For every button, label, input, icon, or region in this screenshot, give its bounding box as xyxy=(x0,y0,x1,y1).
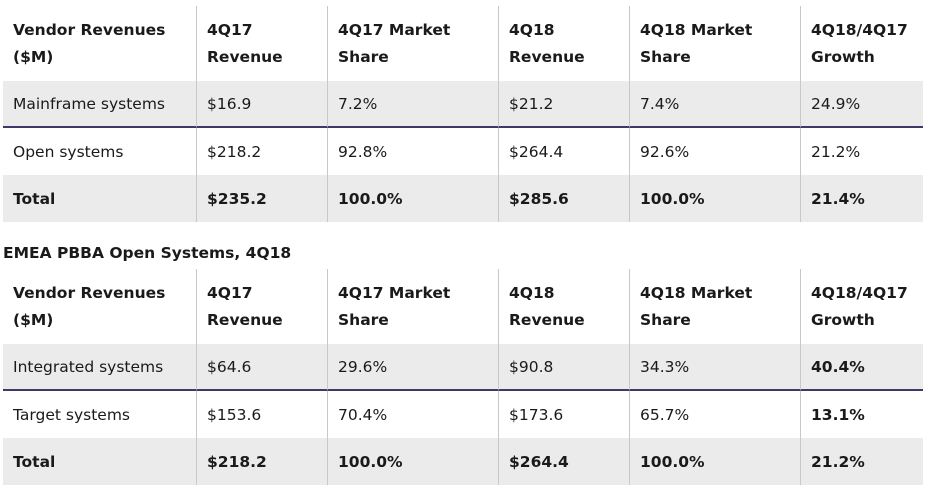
total-cell: $218.2 xyxy=(197,438,328,485)
table-cell: 92.8% xyxy=(328,128,499,175)
table-cell: 21.2% xyxy=(801,128,923,175)
table-cell: 70.4% xyxy=(328,391,499,438)
table-cell: 40.4% xyxy=(801,344,923,391)
header-4q18-revenue: 4Q18 Revenue xyxy=(499,6,630,81)
total-cell: Total xyxy=(3,438,197,485)
table-cell: Mainframe systems xyxy=(3,81,197,128)
table-cell: 7.2% xyxy=(328,81,499,128)
table-cell: 29.6% xyxy=(328,344,499,391)
header-4q18-market-share: 4Q18 Market Share xyxy=(630,6,801,81)
table-cell: $64.6 xyxy=(197,344,328,391)
table-cell: 92.6% xyxy=(630,128,801,175)
table-cell: 24.9% xyxy=(801,81,923,128)
table-cell: 13.1% xyxy=(801,391,923,438)
total-cell: 100.0% xyxy=(328,438,499,485)
table-cell: 34.3% xyxy=(630,344,801,391)
table-caption: EMEA PBBA Open Systems, 4Q18 xyxy=(3,244,292,262)
total-cell: 100.0% xyxy=(328,175,499,222)
table-cell: $264.4 xyxy=(499,128,630,175)
table-cell: $21.2 xyxy=(499,81,630,128)
table-cell: Open systems xyxy=(3,128,197,175)
header-vendor-revenues: Vendor Revenues ($M) xyxy=(3,6,197,81)
total-cell: 100.0% xyxy=(630,175,801,222)
table-cell: 7.4% xyxy=(630,81,801,128)
table-cell: $16.9 xyxy=(197,81,328,128)
total-cell: $235.2 xyxy=(197,175,328,222)
header-4q18-market-share: 4Q18 Market Share xyxy=(630,269,801,344)
total-cell: 21.4% xyxy=(801,175,923,222)
table-cell: $90.8 xyxy=(499,344,630,391)
total-cell: 100.0% xyxy=(630,438,801,485)
header-4q17-market-share: 4Q17 Market Share xyxy=(328,269,499,344)
header-4q17-revenue: 4Q17 Revenue xyxy=(197,6,328,81)
table-cell: $173.6 xyxy=(499,391,630,438)
header-growth: 4Q18/4Q17 Growth xyxy=(801,269,923,344)
table-cell: Target systems xyxy=(3,391,197,438)
header-4q17-revenue: 4Q17 Revenue xyxy=(197,269,328,344)
table-cell: $153.6 xyxy=(197,391,328,438)
revenue-table-2: Vendor Revenues ($M) 4Q17 Revenue 4Q17 Mar… xyxy=(3,269,923,485)
header-4q18-revenue: 4Q18 Revenue xyxy=(499,269,630,344)
total-cell: 21.2% xyxy=(801,438,923,485)
header-4q17-market-share: 4Q17 Market Share xyxy=(328,6,499,81)
total-cell: Total xyxy=(3,175,197,222)
table-cell: $218.2 xyxy=(197,128,328,175)
header-vendor-revenues: Vendor Revenues ($M) xyxy=(3,269,197,344)
total-cell: $264.4 xyxy=(499,438,630,485)
table-cell: 65.7% xyxy=(630,391,801,438)
table-cell: Integrated systems xyxy=(3,344,197,391)
header-growth: 4Q18/4Q17 Growth xyxy=(801,6,923,81)
revenue-table-1: Vendor Revenues ($M) 4Q17 Revenue 4Q17 Mar… xyxy=(3,6,923,222)
total-cell: $285.6 xyxy=(499,175,630,222)
